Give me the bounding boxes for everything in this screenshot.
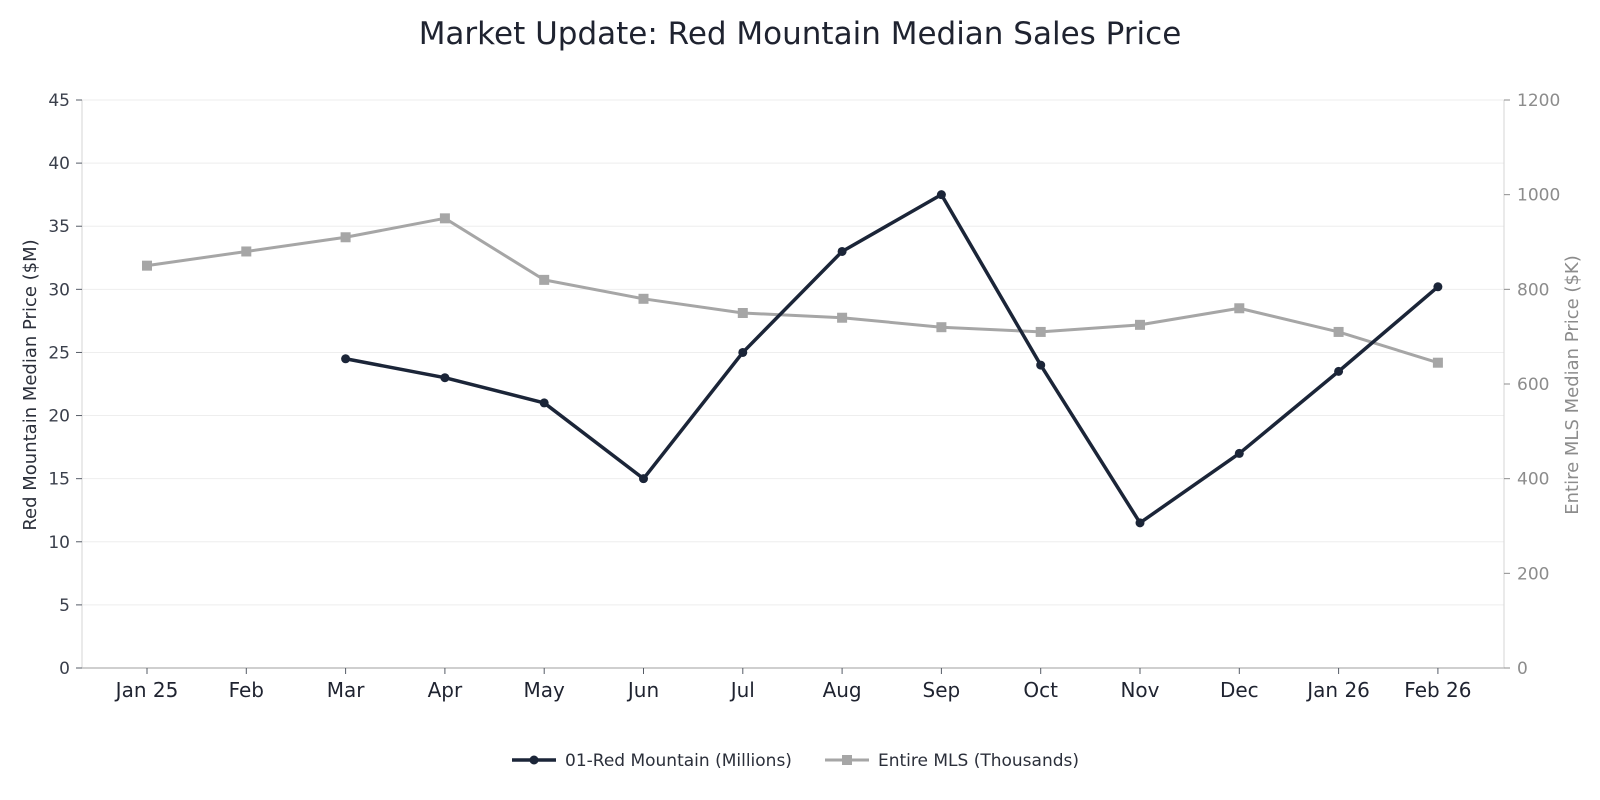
- series-red-mountain-point: [837, 246, 847, 256]
- x-tick-label: Jan 25: [114, 678, 179, 702]
- legend-item-entire-mls: Entire MLS (Thousands): [825, 751, 1079, 771]
- y-tick-label-right: 600: [1517, 375, 1549, 395]
- series-entire-mls-point: [1333, 326, 1344, 337]
- x-tick-label: Feb 26: [1404, 678, 1471, 702]
- series-red-mountain-point: [738, 347, 748, 357]
- legend: 01-Red Mountain (Millions) Entire MLS (Th…: [512, 751, 1079, 771]
- series-layer: [142, 190, 1443, 528]
- series-entire-mls-point: [439, 213, 450, 224]
- y-axis-label-right: Entire MLS Median Price ($K): [1562, 255, 1583, 514]
- series-red-mountain-point: [1334, 366, 1344, 376]
- x-tick-label: Sep: [923, 678, 961, 702]
- x-tick-label: Feb: [229, 678, 264, 702]
- x-tick-label: Nov: [1120, 678, 1159, 702]
- y-tick-label-left: 40: [48, 154, 70, 174]
- y-tick-label-left: 45: [48, 91, 70, 111]
- y-tick-label-left: 25: [48, 343, 70, 363]
- y-tick-label-left: 10: [48, 533, 70, 553]
- x-axis-ticks: Jan 25 Feb Mar Apr May Jun Jul Aug Sep Oct Nov Dec J…: [114, 668, 1472, 702]
- axes: [81, 100, 1505, 669]
- y-tick-label-right: 400: [1517, 470, 1549, 490]
- series-entire-mls-point: [241, 246, 252, 257]
- y-tick-label-right: 1000: [1517, 186, 1560, 206]
- series-entire-mls-point: [1035, 326, 1046, 337]
- grid: [82, 99, 1504, 606]
- x-tick-label: Dec: [1220, 678, 1259, 702]
- series-entire-mls-point: [837, 312, 848, 323]
- series-red-mountain: [341, 190, 1443, 528]
- series-red-mountain-point: [539, 398, 549, 408]
- legend-item-entire-mls-label: Entire MLS (Thousands): [878, 751, 1079, 771]
- x-tick-label: Jun: [626, 678, 659, 702]
- y-tick-label-left: 5: [59, 596, 70, 616]
- series-entire-mls: [142, 213, 1443, 368]
- y-tick-label-left: 15: [48, 470, 70, 490]
- chart-title: Market Update: Red Mountain Median Sales…: [419, 16, 1182, 52]
- series-entire-mls-point: [340, 232, 351, 243]
- y-tick-label-right: 200: [1517, 564, 1549, 584]
- x-tick-label: Apr: [428, 678, 463, 702]
- y-tick-label-left: 20: [48, 407, 70, 427]
- y-tick-label-left: 30: [48, 280, 70, 300]
- series-red-mountain-point: [936, 190, 946, 200]
- x-tick-label: May: [524, 678, 566, 702]
- y-tick-label-left: 35: [48, 217, 70, 237]
- x-tick-label: Jul: [729, 678, 755, 702]
- series-entire-mls-point: [737, 308, 748, 318]
- series-entire-mls-point: [1432, 357, 1443, 368]
- left-axis-ticks: 0 5 10 15 20 25 30 35 40 45: [48, 91, 82, 679]
- series-red-mountain-point: [639, 474, 648, 484]
- series-entire-mls-point: [1234, 303, 1245, 314]
- series-red-mountain-point: [1036, 360, 1046, 370]
- x-tick-label: Oct: [1023, 678, 1058, 702]
- x-tick-label: Mar: [327, 678, 366, 702]
- y-tick-label-right: 0: [1517, 659, 1528, 679]
- legend-item-red-mountain-label: 01-Red Mountain (Millions): [565, 751, 792, 771]
- legend-item-entire-mls-marker: [842, 755, 852, 765]
- series-red-mountain-point: [1135, 518, 1145, 528]
- series-entire-mls-line: [145, 216, 1440, 365]
- legend-item-red-mountain-marker: [529, 755, 539, 765]
- y-axis-label-left: Red Mountain Median Price ($M): [20, 239, 41, 530]
- series-entire-mls-point: [638, 293, 649, 304]
- series-red-mountain-point: [440, 373, 450, 383]
- series-red-mountain-point: [1433, 282, 1443, 292]
- series-entire-mls-point: [936, 322, 947, 333]
- right-axis-ticks: 0 200 400 600 800 1000 1200: [1504, 91, 1560, 679]
- series-red-mountain-point: [341, 354, 351, 364]
- series-entire-mls-point: [1135, 319, 1145, 330]
- x-tick-label: Aug: [823, 678, 862, 702]
- series-entire-mls-point: [142, 260, 152, 271]
- y-tick-label-right: 1200: [1517, 91, 1560, 111]
- y-tick-label-left: 0: [59, 659, 70, 679]
- legend-item-red-mountain: 01-Red Mountain (Millions): [512, 751, 792, 771]
- series-red-mountain-line: [343, 192, 1440, 525]
- y-tick-label-right: 800: [1517, 280, 1549, 300]
- series-red-mountain-point: [1234, 448, 1244, 458]
- series-entire-mls-point: [539, 274, 550, 285]
- x-tick-label: Jan 26: [1305, 678, 1370, 702]
